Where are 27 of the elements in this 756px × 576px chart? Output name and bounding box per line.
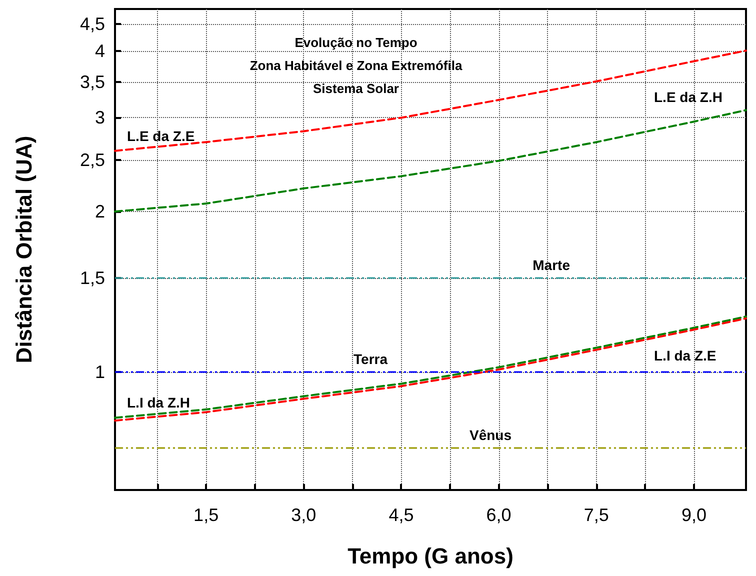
line-series [114,109,747,213]
x-tick-label: 4,5 [388,505,414,525]
y-tick-label: 4 [94,41,105,62]
series-label: L.I da Z.H [127,394,190,411]
x-tick-label: 3,0 [291,505,316,525]
x-axis-title: Tempo (G anos) [348,544,514,568]
y-tick-label: 2,5 [80,150,105,170]
y-tick-label: 3 [94,108,105,128]
y-tick-label: 1,5 [80,268,105,288]
y-tick-label: 4,5 [80,14,105,34]
ref-line-label: Vênus [469,426,512,443]
x-tick-label: 7,5 [584,505,609,525]
text: Zona Habitável e Zona Extremófila Sistema Solar [250,58,463,96]
line-series [114,50,747,152]
y-axis-title: Distância Orbital (UA) [12,136,36,364]
y-tick-label: 1 [94,362,105,382]
ref-line-label: Marte [532,257,570,274]
series-label: L.I da Z.E [654,347,716,364]
y-tick-label: 2 [94,202,105,222]
x-tick-label: 6,0 [486,505,512,525]
series-label: L.E da Z.E [127,128,195,144]
ref-line-label: Terra [354,350,388,367]
x-tick-label: 9,0 [681,505,706,525]
text: Evolução no Tempo [294,35,418,50]
y-tick-label: 3,5 [80,72,105,92]
x-tick-label: 1,5 [194,505,219,525]
series-label: L.E da Z.H [654,89,722,106]
